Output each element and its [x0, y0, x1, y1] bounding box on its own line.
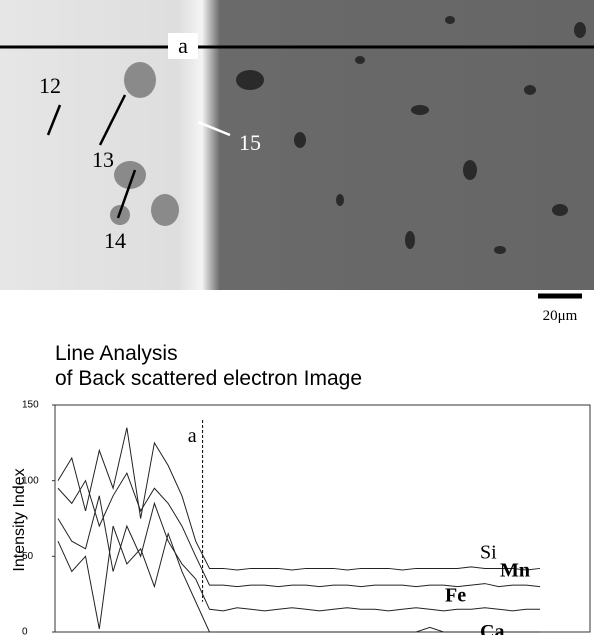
region-label: 12	[39, 73, 61, 98]
region-label: 13	[92, 147, 114, 172]
y-axis-label: Intensity Index	[11, 468, 28, 571]
micrograph: a 12 13 14 15 20μm	[0, 0, 594, 324]
y-tick-label: 0	[22, 627, 28, 635]
line-label-box	[168, 33, 198, 59]
y-tick-label: 100	[22, 475, 39, 486]
scale-bar-label: 20μm	[543, 308, 578, 324]
region-label: 14	[104, 228, 126, 253]
pores	[236, 16, 586, 254]
arrows	[46, 94, 231, 219]
chart: Line Analysis of Back scattered electron…	[11, 342, 591, 633]
annotation: a	[188, 425, 197, 447]
series-line	[57, 525, 540, 633]
chart-subtitle: of Back scattered electron Image	[55, 367, 362, 390]
y-tick-label: 150	[22, 400, 39, 411]
chart-title: Line Analysis	[55, 342, 178, 365]
series-line	[57, 471, 541, 588]
grains	[110, 62, 179, 226]
series-label: Fe	[445, 584, 466, 606]
line-label: a	[178, 33, 188, 58]
y-tick-label: 50	[22, 551, 34, 562]
plot-frame	[54, 404, 591, 633]
series-line	[57, 427, 541, 571]
region-label: 15	[239, 130, 261, 155]
series-label: Mn	[500, 560, 530, 582]
series-label: Ca	[480, 621, 504, 635]
series-line	[57, 495, 540, 612]
series-label: Si	[480, 541, 497, 563]
